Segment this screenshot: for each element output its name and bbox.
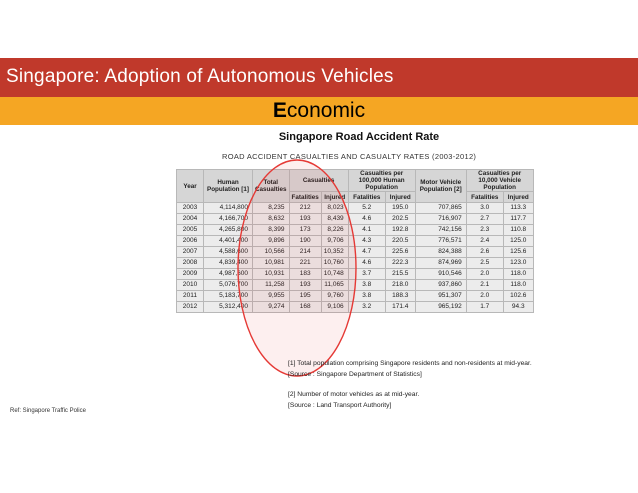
cell-injured-rate-10k: 94.3: [502, 301, 534, 313]
cell-injured-rate-100k: 171.4: [384, 301, 416, 313]
table-title: ROAD ACCIDENT CASUALTIES AND CASUALTY RA…: [222, 152, 477, 161]
table-notes: [1] Total population comprising Singapor…: [288, 359, 532, 411]
note-1: [1] Total population comprising Singapor…: [288, 360, 532, 367]
subtitle-rest: conomic: [286, 99, 366, 122]
title-bar: [0, 61, 638, 97]
subtitle-initial: E: [272, 99, 287, 122]
slide-subtitle: Economic: [0, 99, 638, 123]
header-year: Year: [176, 169, 204, 203]
table-body: 2003 4,114,800 8,235 212 8,023 5.2 195.0…: [176, 202, 534, 313]
highlight-ellipse-shape: [237, 159, 357, 377]
table-header-row-3: Fatalities Injured Fatalities Injured Fa…: [177, 191, 534, 203]
header-fatalities-100k: Fatalities: [347, 191, 386, 203]
header-casualties: Casualties: [288, 169, 349, 192]
table-row: 2006 4,401,400 9,896 190 9,706 4.3 220.5…: [176, 235, 534, 247]
cell-fatalities: 168: [288, 301, 322, 313]
slide-title: Singapore: Adoption of Autonomous Vehicl…: [6, 66, 394, 87]
table-row: 2003 4,114,800 8,235 212 8,023 5.2 195.0…: [176, 202, 534, 214]
note-2: [2] Number of motor vehicles as at mid-y…: [288, 391, 420, 398]
cell-fatalities-rate-100k: 3.2: [347, 301, 386, 313]
note-source-2: [Source : Land Transport Authority]: [288, 401, 392, 409]
title-top-rule: [0, 58, 638, 61]
cell-fatalities: 195: [288, 290, 322, 302]
table-row: 2005 4,265,800 8,399 173 8,226 4.1 192.8…: [176, 224, 534, 236]
header-motor-vehicle-population: Motor Vehicle Population [2]: [414, 169, 467, 203]
table-row: 2011 5,183,700 9,955 195 9,760 3.8 188.3…: [176, 290, 534, 302]
chart-title: Singapore Road Accident Rate: [278, 131, 440, 143]
cell-fatalities-rate-10k: 2.4: [465, 235, 504, 247]
header-human-population: Human Population [1]: [203, 169, 253, 203]
accident-table: Year Human Population [1] Total Casualti…: [176, 169, 534, 313]
table-row: 2004 4,166,700 8,632 193 8,439 4.6 202.5…: [176, 213, 534, 225]
subtitle-bar: [0, 97, 638, 125]
note-source-1: [Source : Singapore Department of Statis…: [288, 370, 422, 378]
reference-text: Ref: Singapore Traffic Police: [10, 408, 86, 414]
cell-fatalities-rate-10k: 1.7: [465, 301, 504, 313]
table-row: 2008 4,839,400 10,981 221 10,760 4.6 222…: [176, 257, 534, 269]
header-per-100000: Casualties per 100,000 Human Population: [347, 169, 416, 192]
